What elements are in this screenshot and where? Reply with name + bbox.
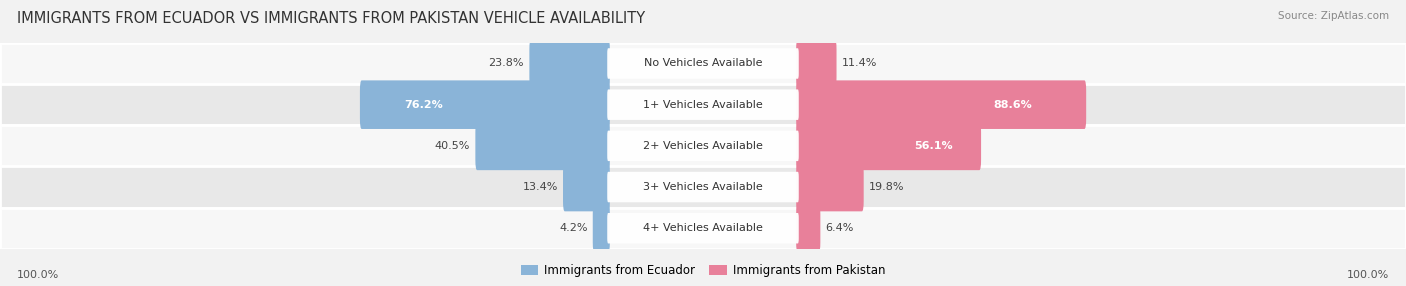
Bar — [0, 43, 1406, 84]
Bar — [0, 84, 1406, 125]
Text: 19.8%: 19.8% — [869, 182, 904, 192]
Text: IMMIGRANTS FROM ECUADOR VS IMMIGRANTS FROM PAKISTAN VEHICLE AVAILABILITY: IMMIGRANTS FROM ECUADOR VS IMMIGRANTS FR… — [17, 11, 645, 26]
FancyBboxPatch shape — [796, 80, 1087, 129]
Text: 2+ Vehicles Available: 2+ Vehicles Available — [643, 141, 763, 151]
FancyBboxPatch shape — [607, 131, 799, 161]
Text: 6.4%: 6.4% — [825, 223, 853, 233]
Text: 4.2%: 4.2% — [560, 223, 588, 233]
FancyBboxPatch shape — [562, 163, 610, 211]
Text: 3+ Vehicles Available: 3+ Vehicles Available — [643, 182, 763, 192]
Text: 76.2%: 76.2% — [404, 100, 443, 110]
FancyBboxPatch shape — [593, 204, 610, 253]
Text: 100.0%: 100.0% — [1347, 270, 1389, 279]
FancyBboxPatch shape — [607, 213, 799, 243]
FancyBboxPatch shape — [796, 122, 981, 170]
FancyBboxPatch shape — [796, 39, 837, 88]
Text: No Vehicles Available: No Vehicles Available — [644, 59, 762, 68]
Text: 1+ Vehicles Available: 1+ Vehicles Available — [643, 100, 763, 110]
Text: Source: ZipAtlas.com: Source: ZipAtlas.com — [1278, 11, 1389, 21]
Text: 23.8%: 23.8% — [489, 59, 524, 68]
FancyBboxPatch shape — [607, 172, 799, 202]
Text: 40.5%: 40.5% — [434, 141, 470, 151]
Text: 4+ Vehicles Available: 4+ Vehicles Available — [643, 223, 763, 233]
Text: 56.1%: 56.1% — [915, 141, 953, 151]
FancyBboxPatch shape — [475, 122, 610, 170]
Bar — [0, 166, 1406, 208]
FancyBboxPatch shape — [360, 80, 610, 129]
Text: 11.4%: 11.4% — [842, 59, 877, 68]
Text: 100.0%: 100.0% — [17, 270, 59, 279]
FancyBboxPatch shape — [530, 39, 610, 88]
Bar — [0, 125, 1406, 166]
Text: 13.4%: 13.4% — [523, 182, 558, 192]
FancyBboxPatch shape — [796, 204, 820, 253]
FancyBboxPatch shape — [607, 90, 799, 120]
Text: 88.6%: 88.6% — [994, 100, 1032, 110]
Legend: Immigrants from Ecuador, Immigrants from Pakistan: Immigrants from Ecuador, Immigrants from… — [520, 264, 886, 277]
Bar — [0, 208, 1406, 249]
FancyBboxPatch shape — [607, 48, 799, 79]
FancyBboxPatch shape — [796, 163, 863, 211]
